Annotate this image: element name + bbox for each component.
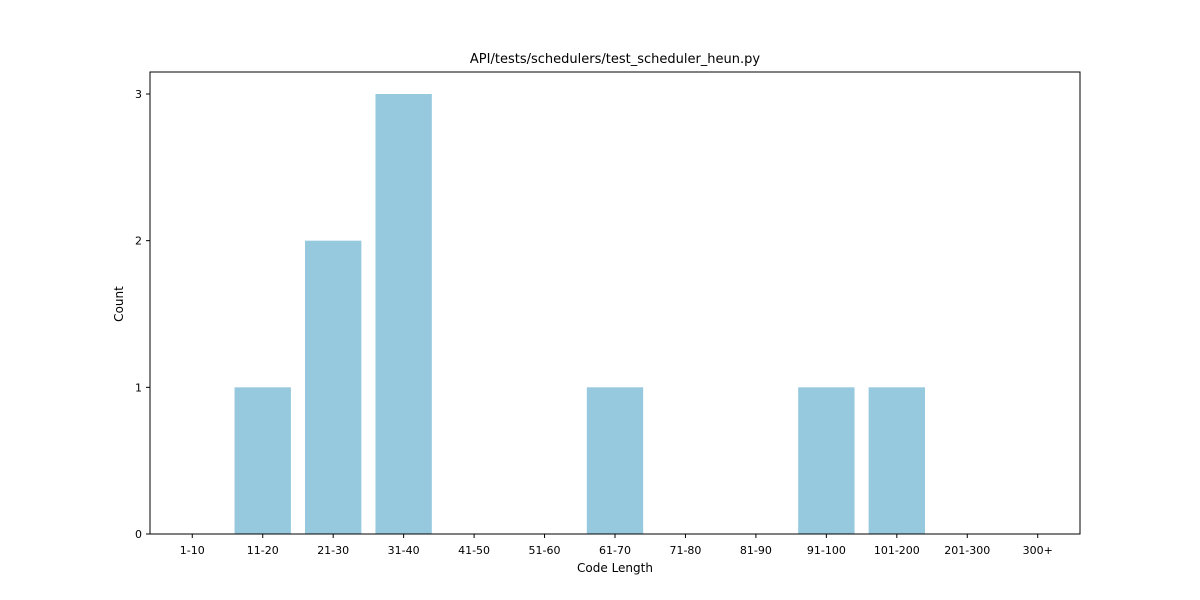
x-tick-label: 61-70: [599, 544, 631, 557]
x-tick-label: 31-40: [388, 544, 420, 557]
x-axis: 1-10 11-20 21-30 31-40 41-50 51-60 61-70 71-80 8…: [180, 534, 1053, 557]
y-tick-label: 1: [135, 381, 142, 394]
plot-frame: [149, 71, 1081, 535]
x-tick-label: 1-10: [180, 544, 205, 557]
x-tick-label: 91-100: [807, 544, 846, 557]
bar-101-200: [868, 387, 925, 534]
bar-31-40: [375, 94, 432, 534]
x-tick-label: 71-80: [669, 544, 701, 557]
chart-title: API/tests/schedulers/test_scheduler_heun…: [470, 52, 760, 67]
bars-group: [234, 94, 925, 534]
x-tick-label: 11-20: [247, 544, 279, 557]
y-tick-label: 2: [135, 235, 142, 248]
x-tick-label: 300+: [1023, 544, 1053, 557]
x-tick-label: 21-30: [317, 544, 349, 557]
y-tick-label: 0: [135, 528, 142, 541]
bar-21-30: [305, 240, 362, 534]
x-tick-label: 41-50: [458, 544, 490, 557]
y-axis: 0 1 2 3: [135, 88, 150, 541]
x-tick-label: 51-60: [529, 544, 561, 557]
x-tick-label: 201-300: [944, 544, 990, 557]
bar-61-70: [586, 387, 644, 534]
x-tick-label: 81-90: [740, 544, 772, 557]
bar-11-20: [234, 387, 291, 534]
x-axis-label: Code Length: [577, 561, 653, 575]
x-tick-label: 101-200: [874, 544, 920, 557]
y-tick-label: 3: [135, 88, 142, 101]
bar-91-100: [798, 387, 855, 534]
y-axis-label: Count: [112, 286, 126, 322]
